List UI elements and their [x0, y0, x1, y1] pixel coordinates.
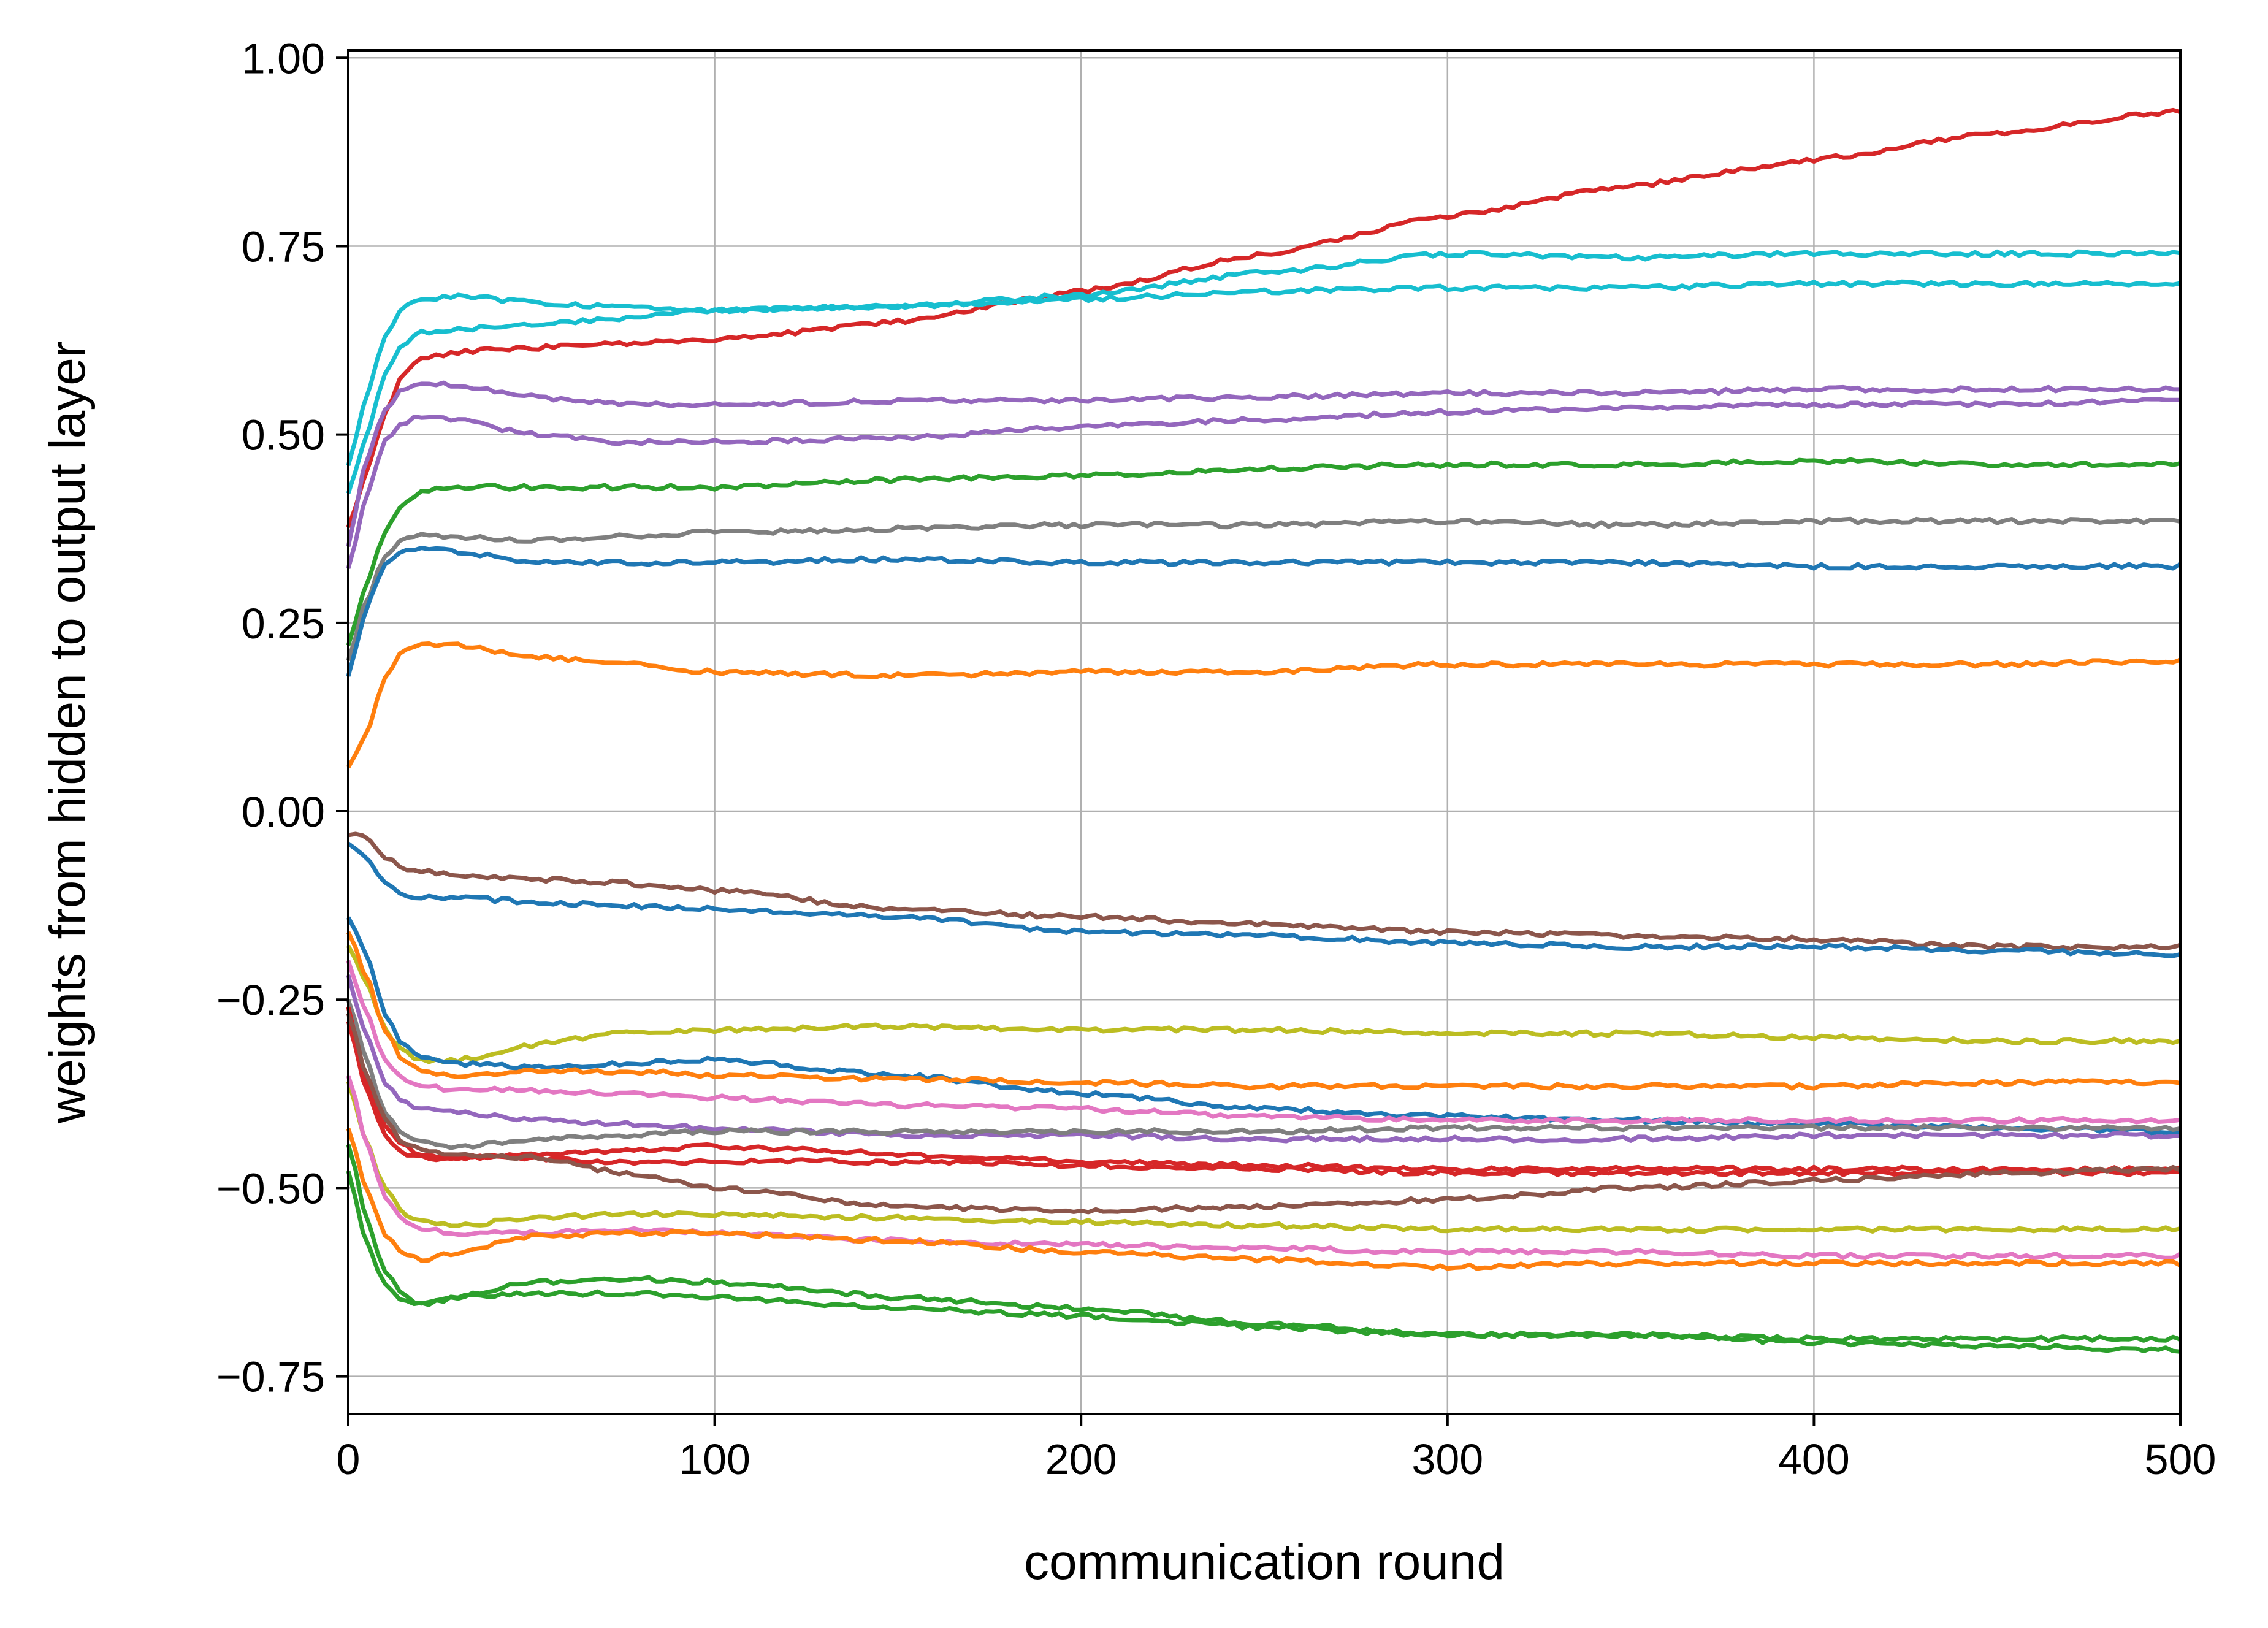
- series-line-8: [346, 641, 2182, 769]
- series-line-24: [346, 1170, 2181, 1354]
- series-line-12: [346, 916, 2181, 1136]
- y-tick-label-7: 1.00: [242, 34, 325, 82]
- series-line-17: [346, 1006, 2182, 1174]
- y-axis-ticks: −0.75 −0.50 −0.25 0.00 0.25 0.50 0.75 1.00: [216, 34, 348, 1401]
- x-tick-label-0: 0: [337, 1435, 361, 1483]
- series-line-5: [346, 457, 2181, 646]
- series-line-13: [346, 931, 2181, 1091]
- x-axis-ticks: 0 100 200 300 400 500: [337, 1414, 2216, 1483]
- series-line-2: [346, 279, 2181, 494]
- series-line-6: [346, 516, 2181, 661]
- x-tick-label-3: 300: [1411, 1435, 1483, 1483]
- series-line-22: [346, 1128, 2182, 1271]
- y-tick-label-0: −0.75: [216, 1353, 325, 1401]
- series-line-11: [346, 944, 2181, 1064]
- series-line-0: [346, 107, 2181, 528]
- x-tick-label-2: 200: [1045, 1435, 1117, 1483]
- series-line-19: [346, 1012, 2182, 1215]
- series-line-14: [346, 960, 2181, 1125]
- y-tick-label-6: 0.75: [242, 223, 325, 270]
- series-line-16: [346, 999, 2181, 1150]
- series-line-4: [346, 397, 2180, 569]
- x-axis-label: communication round: [1024, 1534, 1505, 1590]
- series-line-7: [346, 546, 2182, 677]
- series-line-9: [348, 831, 2181, 952]
- y-tick-label-1: −0.50: [216, 1164, 325, 1212]
- x-tick-label-1: 100: [679, 1435, 750, 1483]
- plot-frame: [347, 49, 2182, 1415]
- y-tick-label-5: 0.50: [242, 411, 325, 459]
- y-tick-label-2: −0.25: [216, 976, 325, 1024]
- series-line-15: [346, 974, 2180, 1144]
- series-line-18: [346, 1020, 2181, 1177]
- y-tick-label-4: 0.25: [242, 600, 325, 648]
- series-line-20: [346, 1080, 2181, 1234]
- series-line-3: [346, 380, 2181, 548]
- series-line-21: [346, 1075, 2182, 1260]
- x-tick-label-4: 400: [1778, 1435, 1850, 1483]
- series-line-10: [346, 841, 2181, 958]
- series-lines: [346, 107, 2182, 1354]
- x-tick-label-5: 500: [2145, 1435, 2216, 1483]
- series-line-1: [346, 249, 2181, 467]
- y-tick-label-3: 0.00: [242, 788, 325, 836]
- y-axis-label: weights from hidden to output layer: [40, 341, 96, 1124]
